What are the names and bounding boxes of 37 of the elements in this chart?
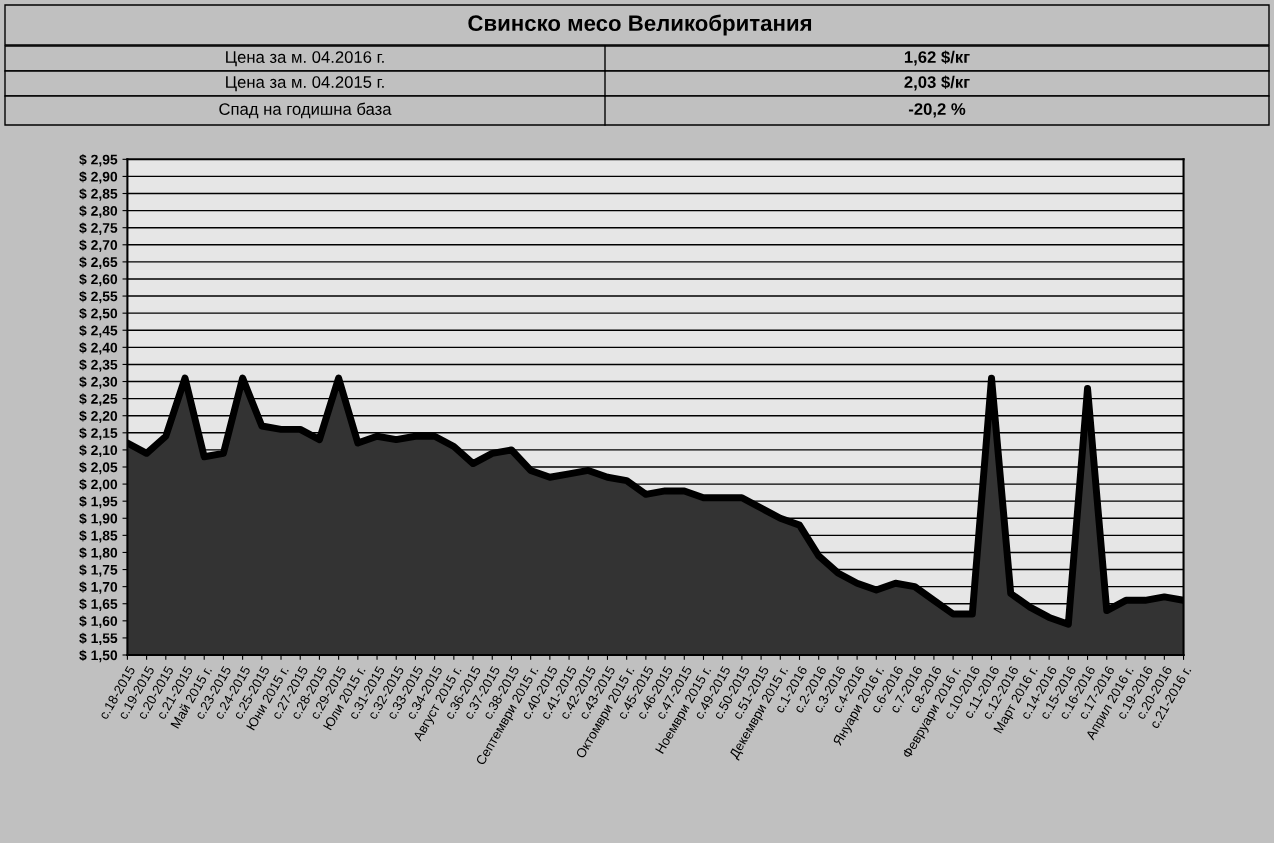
y-tick-label: $ 2,35 bbox=[79, 359, 118, 372]
y-tick-label: $ 2,40 bbox=[79, 342, 118, 355]
y-tick-label: $ 1,50 bbox=[79, 649, 118, 663]
y-tick-label: $ 2,60 bbox=[79, 273, 118, 287]
y-tick-label: $ 2,80 bbox=[79, 205, 118, 218]
y-tick-label: $ 1,90 bbox=[79, 512, 118, 526]
y-tick-label: $ 2,65 bbox=[79, 256, 118, 270]
y-tick-label: $ 1,65 bbox=[79, 598, 118, 611]
y-tick-label: $ 2,75 bbox=[79, 222, 118, 235]
text: 2,03 $/кг bbox=[904, 75, 970, 91]
chart-title: Свинско месо Великобритания bbox=[468, 14, 812, 36]
y-tick-label: $ 1,60 bbox=[79, 615, 118, 629]
y-tick-label: $ 2,15 bbox=[79, 427, 118, 440]
y-tick-label: $ 2,85 bbox=[79, 188, 118, 201]
y-tick-label: $ 2,45 bbox=[79, 324, 118, 338]
y-tick-label: $ 1,85 bbox=[79, 530, 118, 543]
text: Спад на годишна база bbox=[219, 102, 392, 119]
text: -20,2 % bbox=[908, 103, 966, 118]
y-tick-label: $ 1,70 bbox=[79, 581, 118, 594]
y-tick-label: $ 1,95 bbox=[79, 495, 118, 509]
y-tick-label: $ 2,10 bbox=[79, 444, 118, 458]
y-tick-label: $ 2,70 bbox=[79, 239, 118, 252]
y-tick-label: $ 2,30 bbox=[79, 376, 118, 389]
y-tick-label: $ 1,80 bbox=[79, 547, 118, 560]
text: Цена за м. 04.2015 г. bbox=[226, 76, 384, 92]
y-tick-label: $ 2,90 bbox=[79, 171, 118, 184]
y-tick-label: $ 2,95 bbox=[79, 154, 118, 167]
y-tick-label: $ 2,55 bbox=[79, 290, 118, 304]
y-tick-label: $ 2,05 bbox=[79, 461, 118, 475]
y-tick-label: $ 2,50 bbox=[79, 307, 118, 321]
text: Цена за м. 04.2016 г. bbox=[226, 51, 384, 67]
text: 1,62 $/кг bbox=[904, 50, 970, 66]
y-tick-label: $ 1,75 bbox=[79, 564, 118, 577]
y-tick-label: $ 2,25 bbox=[79, 393, 118, 406]
y-tick-label: $ 1,55 bbox=[79, 632, 118, 646]
y-tick-label: $ 2,20 bbox=[79, 410, 118, 423]
y-tick-label: $ 2,00 bbox=[79, 478, 118, 492]
